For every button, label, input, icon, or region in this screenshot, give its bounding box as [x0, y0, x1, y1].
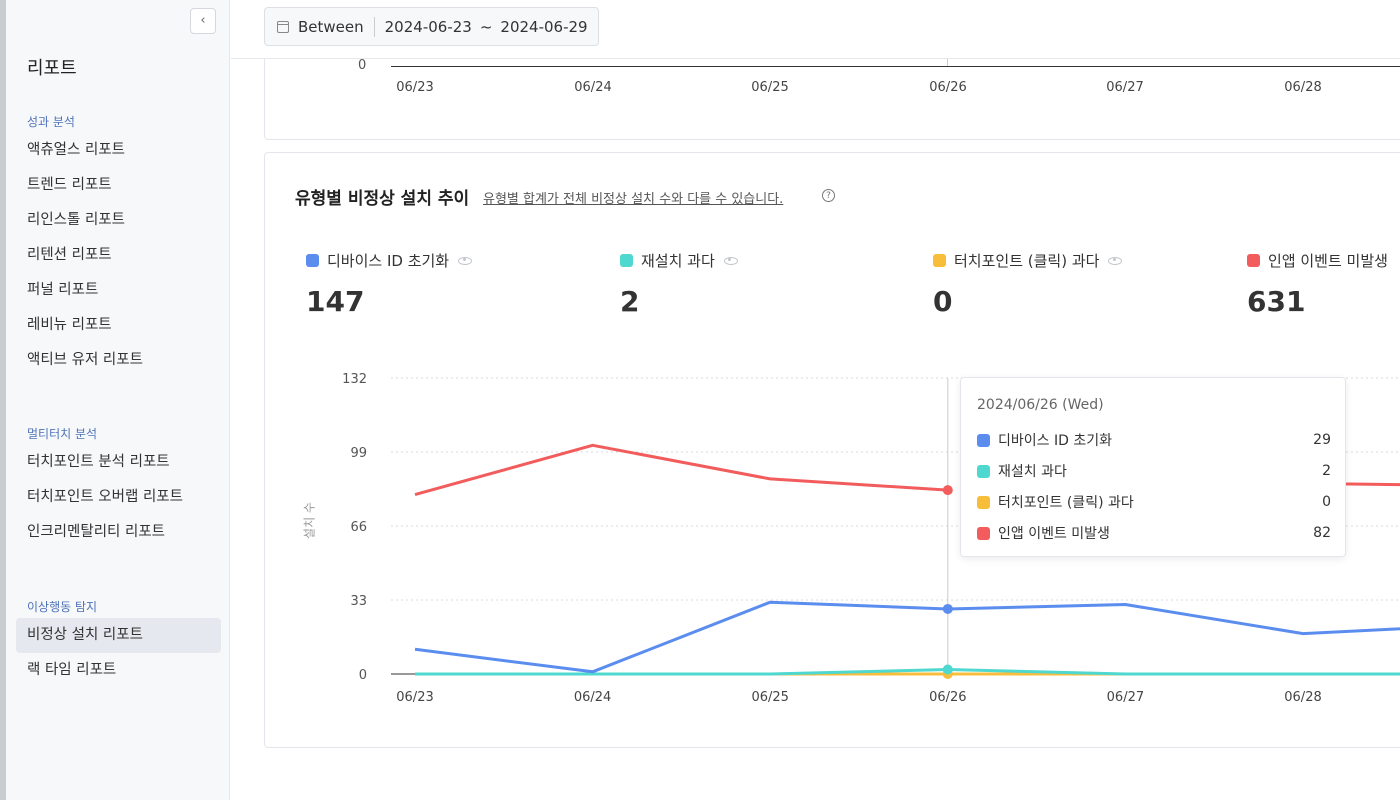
sidebar: ‹ 리포트 성과 분석 액츄얼스 리포트 트렌드 리포트 리인스톨 리포트 리텐… [0, 0, 230, 800]
group-label: 이상행동 탐지 [27, 600, 98, 614]
legend-swatch [977, 495, 990, 509]
legend-swatch [977, 526, 990, 540]
group-label: 성과 분석 [27, 115, 75, 129]
metric-device-id-reset: 디바이스 ID 초기화 147 [306, 250, 473, 318]
top-chart-x-tick: 06/23 [396, 80, 434, 95]
divider [373, 16, 375, 37]
legend-swatch [977, 433, 990, 447]
tooltip-row: 디바이스 ID 초기화 29 [977, 430, 1331, 450]
sidebar-group-performance: 성과 분석 액츄얼스 리포트 트렌드 리포트 리인스톨 리포트 리텐션 리포트 … [16, 111, 221, 378]
metric-value: 147 [306, 285, 365, 318]
legend-swatch [306, 254, 319, 267]
sidebar-title: 리포트 [27, 58, 77, 79]
header-bar: Between 2024-06-23 ~ 2024-06-29 [231, 0, 1400, 59]
eye-icon[interactable] [458, 256, 473, 265]
tooltip-row: 터치포인트 (클릭) 과다 0 [977, 492, 1331, 512]
top-chart-x-tick: 06/26 [929, 80, 967, 95]
tooltip-value: 29 [1313, 432, 1331, 448]
date-range-picker[interactable]: Between 2024-06-23 ~ 2024-06-29 [264, 7, 599, 46]
chart-tooltip: 2024/06/26 (Wed) 디바이스 ID 초기화 29 재설치 과다 2… [960, 377, 1346, 557]
sidebar-item-retention[interactable]: 리텐션 리포트 [27, 247, 112, 263]
date-end: 2024-06-29 [500, 17, 588, 36]
metric-label: 터치포인트 (클릭) 과다 [954, 252, 1100, 270]
tooltip-row: 인앱 이벤트 미발생 82 [977, 523, 1331, 543]
tooltip-label: 터치포인트 (클릭) 과다 [998, 495, 1134, 511]
date-start: 2024-06-23 [384, 17, 472, 36]
sidebar-group-fraud: 이상행동 탐지 비정상 설치 리포트 랙 타임 리포트 [16, 596, 221, 688]
tooltip-value: 82 [1313, 525, 1331, 541]
card-note-link[interactable]: 유형별 합계가 전체 비정상 설치 수와 다를 수 있습니다. [483, 192, 784, 207]
help-icon[interactable]: ? [822, 189, 835, 202]
top-chart-axis [391, 66, 1400, 67]
sidebar-item-actuals[interactable]: 액츄얼스 리포트 [27, 142, 125, 158]
sidebar-item-active-user[interactable]: 액티브 유저 리포트 [27, 352, 143, 368]
metric-label: 인앱 이벤트 미발생 [1268, 252, 1388, 270]
sidebar-item-reinstall[interactable]: 리인스톨 리포트 [27, 212, 125, 228]
chevron-left-icon: ‹ [200, 13, 206, 28]
date-mode-label: Between [298, 17, 364, 36]
top-chart-x-tick: 06/24 [574, 80, 612, 95]
tooltip-value: 2 [1322, 463, 1331, 479]
metric-inapp-event-missing: 인앱 이벤트 미발생 631 [1247, 250, 1388, 318]
sidebar-item-lag-time[interactable]: 랙 타임 리포트 [27, 662, 117, 678]
top-chart-y-zero: 0 [358, 58, 367, 73]
sidebar-item-trend[interactable]: 트렌드 리포트 [27, 177, 112, 193]
tooltip-label: 인앱 이벤트 미발생 [998, 526, 1110, 542]
legend-swatch [933, 254, 946, 267]
sidebar-item-revenue[interactable]: 레비뉴 리포트 [27, 317, 112, 333]
sidebar-group-multitouch: 멀티터치 분석 터치포인트 분석 리포트 터치포인트 오버랩 리포트 인크리멘탈… [16, 423, 221, 550]
tooltip-row: 재설치 과다 2 [977, 461, 1331, 481]
sidebar-item-touchpoint-analysis[interactable]: 터치포인트 분석 리포트 [27, 454, 170, 470]
eye-icon[interactable] [1108, 256, 1123, 265]
metric-value: 0 [933, 285, 953, 318]
y-axis-label: 설치 수 [302, 502, 317, 539]
collapse-sidebar-button[interactable]: ‹ [190, 8, 216, 34]
legend-swatch [977, 464, 990, 478]
top-chart-x-tick: 06/25 [751, 80, 789, 95]
sidebar-item-incrementality[interactable]: 인크리멘탈리티 리포트 [27, 524, 166, 540]
group-label: 멀티터치 분석 [27, 427, 98, 441]
metric-value: 631 [1247, 285, 1306, 318]
date-tilde: ~ [479, 17, 493, 36]
tooltip-label: 재설치 과다 [998, 464, 1067, 480]
metric-value: 2 [620, 285, 640, 318]
tooltip-value: 0 [1322, 494, 1331, 510]
metric-reinstall-excess: 재설치 과다 2 [620, 250, 738, 318]
sidebar-item-abnormal-install[interactable]: 비정상 설치 리포트 [16, 618, 221, 653]
metric-label: 재설치 과다 [641, 252, 715, 270]
legend-swatch [1247, 254, 1260, 267]
top-chart-x-tick: 06/27 [1106, 80, 1144, 95]
sidebar-edge [0, 0, 6, 800]
eye-icon[interactable] [723, 256, 738, 265]
sidebar-item-funnel[interactable]: 퍼널 리포트 [27, 282, 99, 298]
top-chart-hover-line [947, 59, 948, 66]
metric-label: 디바이스 ID 초기화 [327, 252, 450, 270]
card-title: 유형별 비정상 설치 추이 [295, 189, 470, 209]
metric-touchpoint-excess: 터치포인트 (클릭) 과다 0 [933, 250, 1123, 318]
tooltip-label: 디바이스 ID 초기화 [998, 433, 1112, 449]
calendar-icon [277, 20, 289, 33]
legend-swatch [620, 254, 633, 267]
top-chart-x-tick: 06/28 [1284, 80, 1322, 95]
tooltip-date: 2024/06/26 (Wed) [977, 397, 1104, 413]
sidebar-item-touchpoint-overlap[interactable]: 터치포인트 오버랩 리포트 [27, 489, 183, 505]
